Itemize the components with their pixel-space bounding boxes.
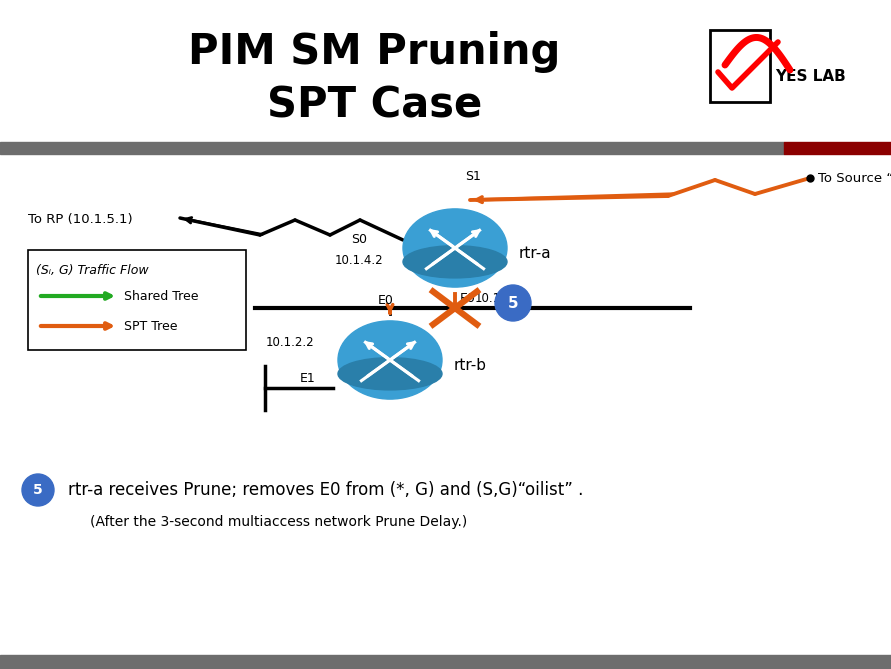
Ellipse shape (338, 358, 442, 390)
Text: rtr-b: rtr-b (454, 357, 487, 373)
Bar (0, 0, 891, 145)
Text: rtr-a receives Prune; removes E0 from (*, G) and (S,G)“oilist” .: rtr-a receives Prune; removes E0 from (*… (68, 481, 584, 499)
Text: E0: E0 (378, 294, 394, 307)
Circle shape (495, 285, 531, 321)
Text: To RP (10.1.5.1): To RP (10.1.5.1) (28, 213, 133, 227)
Text: E1: E1 (300, 372, 315, 385)
Text: SPT Tree: SPT Tree (124, 320, 177, 332)
Text: S0: S0 (351, 233, 367, 246)
Text: rtr-a: rtr-a (519, 246, 552, 260)
Text: 5: 5 (508, 296, 519, 310)
Ellipse shape (338, 321, 442, 399)
Text: 10.1.4.2: 10.1.4.2 (335, 254, 384, 267)
Text: SPT Case: SPT Case (266, 84, 482, 126)
Text: (After the 3-second multiaccess network Prune Delay.): (After the 3-second multiaccess network … (90, 515, 467, 529)
Ellipse shape (403, 246, 507, 278)
Text: YES LAB: YES LAB (775, 70, 846, 84)
Bar (28, 250, 246, 350)
Text: 5: 5 (33, 483, 43, 497)
Text: Shared Tree: Shared Tree (124, 290, 199, 302)
Ellipse shape (403, 209, 507, 287)
Text: To Source “Sᵢ”: To Source “Sᵢ” (818, 173, 891, 185)
Text: 10.1.2.2: 10.1.2.2 (266, 336, 315, 349)
Bar (0, 142, 784, 154)
Circle shape (22, 474, 54, 506)
Text: PIM SM Pruning: PIM SM Pruning (188, 31, 560, 73)
Bar (784, 142, 891, 154)
Bar (710, 30, 770, 102)
Text: E0: E0 (460, 292, 476, 305)
Bar (0, 655, 891, 669)
Text: S1: S1 (465, 170, 481, 183)
Text: 10.1.2.1: 10.1.2.1 (475, 292, 524, 305)
Text: (Sᵢ, G) Traffic Flow: (Sᵢ, G) Traffic Flow (36, 264, 149, 277)
